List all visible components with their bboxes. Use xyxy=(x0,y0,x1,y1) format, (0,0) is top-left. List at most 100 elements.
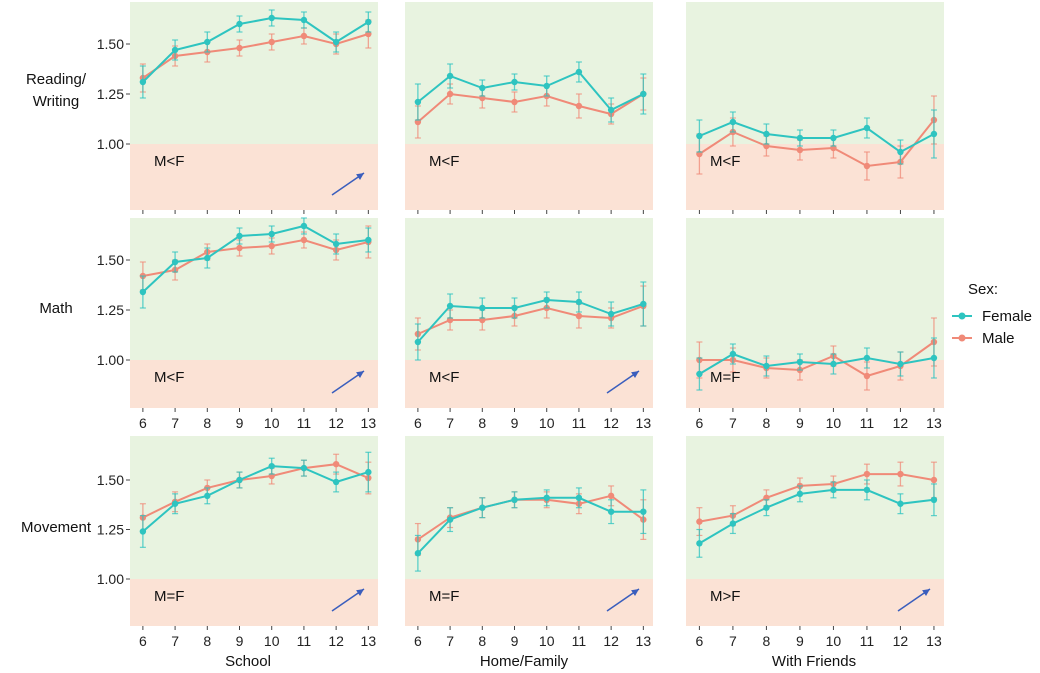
x-tick-label: 9 xyxy=(236,415,244,431)
x-tick-label: 13 xyxy=(636,415,652,431)
male-series-line xyxy=(142,463,369,519)
legend-female-marker xyxy=(958,312,966,320)
x-tick-label: 7 xyxy=(729,633,737,649)
female-point xyxy=(479,504,486,511)
upper-band xyxy=(130,218,378,360)
female-point xyxy=(729,118,737,126)
female-point xyxy=(365,18,372,26)
female-point xyxy=(414,98,422,106)
female-series-line xyxy=(142,465,369,533)
legend: Sex: Female Male xyxy=(952,281,1032,347)
x-tick-label: 7 xyxy=(446,633,454,649)
x-tick-label: 12 xyxy=(328,415,344,431)
lower-band xyxy=(405,360,653,408)
legend-male-label: Male xyxy=(982,330,1015,347)
female-point xyxy=(300,222,308,230)
female-point xyxy=(930,354,938,362)
x-tick-label: 7 xyxy=(171,633,179,649)
y-tick-label: 1.00 xyxy=(97,352,124,368)
female-point xyxy=(332,38,340,46)
x-tick-label: 6 xyxy=(414,415,422,431)
female-point xyxy=(171,46,179,54)
female-point xyxy=(575,298,583,306)
x-tick-label: 10 xyxy=(539,415,555,431)
panel-annotation: M=F xyxy=(710,369,740,386)
male-point xyxy=(796,146,804,154)
upper-band xyxy=(686,218,944,360)
female-point xyxy=(236,20,243,28)
trend-arrow-head xyxy=(922,589,930,596)
x-tick-label: 8 xyxy=(203,633,211,649)
male-series-line xyxy=(142,33,369,79)
female-point xyxy=(365,236,372,244)
trend-arrow-head xyxy=(631,589,639,596)
trend-arrow-head xyxy=(356,589,364,596)
legend-title: Sex: xyxy=(968,281,998,298)
upper-band xyxy=(686,2,944,144)
upper-band xyxy=(405,2,653,144)
x-tick-label: 9 xyxy=(511,633,519,649)
x-tick-label: 10 xyxy=(539,633,555,649)
female-point xyxy=(640,90,647,98)
female-point xyxy=(863,486,871,494)
male-point xyxy=(300,236,308,244)
x-tick-label: 12 xyxy=(893,633,909,649)
female-point xyxy=(268,462,275,470)
panel-r2-c1: 6 7 8 9 10 11 12 13 M=F xyxy=(405,436,653,649)
female-point xyxy=(204,254,211,262)
female-series-line xyxy=(142,224,369,293)
female-series-line xyxy=(142,16,369,83)
female-point xyxy=(830,360,837,368)
female-point xyxy=(729,520,737,527)
female-point xyxy=(863,354,871,362)
panel-annotation: M>F xyxy=(710,588,740,605)
row-label-math: Math xyxy=(39,300,72,317)
trend-arrow-head xyxy=(631,371,639,378)
female-point xyxy=(897,500,904,507)
x-tick-label: 10 xyxy=(826,633,842,649)
male-point xyxy=(236,244,243,252)
x-tick-label: 12 xyxy=(328,633,344,649)
female-series-line xyxy=(417,496,644,554)
x-tick-label: 11 xyxy=(860,633,875,649)
x-tick-label: 8 xyxy=(478,415,486,431)
female-point xyxy=(543,296,550,304)
female-point xyxy=(171,258,179,266)
panel-r1-c2: 6 7 8 9 10 11 12 13 M=F xyxy=(686,218,944,431)
female-point xyxy=(930,130,938,138)
x-tick-label: 12 xyxy=(603,633,619,649)
female-point xyxy=(511,78,518,86)
x-tick-label: 9 xyxy=(796,415,804,431)
male-series-line xyxy=(142,238,369,277)
female-point xyxy=(796,134,804,142)
female-point xyxy=(729,350,737,358)
row-label-reading-line1: Reading/ xyxy=(26,71,87,88)
x-tick-label: 6 xyxy=(696,415,704,431)
female-point xyxy=(479,304,486,312)
female-point xyxy=(268,230,275,238)
x-tick-label: 7 xyxy=(171,415,179,431)
female-point xyxy=(830,486,837,494)
male-point xyxy=(446,90,454,98)
female-point xyxy=(446,72,454,80)
x-tick-label: 8 xyxy=(763,633,771,649)
female-point xyxy=(365,468,372,476)
y-tick-label: 1.25 xyxy=(97,86,124,102)
lower-band xyxy=(686,579,944,626)
female-point xyxy=(575,68,583,76)
female-point xyxy=(796,358,804,366)
female-point xyxy=(575,494,583,502)
x-tick-label: 10 xyxy=(826,415,842,431)
x-tick-label: 9 xyxy=(511,415,519,431)
x-tick-label: 6 xyxy=(414,633,422,649)
legend-male-marker xyxy=(958,334,966,342)
y-tick-label: 1.25 xyxy=(97,302,124,318)
male-point xyxy=(863,162,871,170)
female-point xyxy=(763,362,770,370)
panel-annotation: M=F xyxy=(154,588,184,605)
male-point xyxy=(863,372,871,380)
female-point xyxy=(863,124,871,132)
trend-arrow-head xyxy=(356,371,364,378)
